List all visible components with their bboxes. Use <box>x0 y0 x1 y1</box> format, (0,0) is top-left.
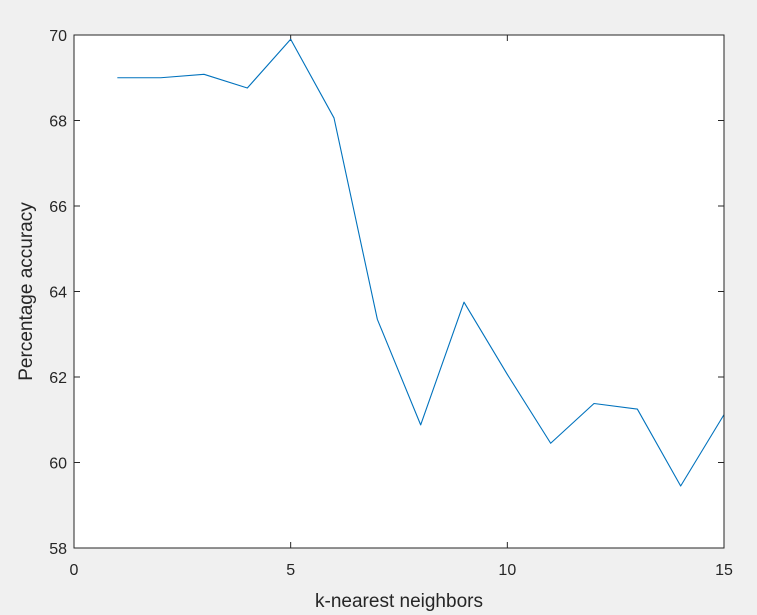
x-axis-label: k-nearest neighbors <box>315 591 483 612</box>
x-tick-label: 5 <box>286 562 295 579</box>
x-tick-label: 15 <box>715 562 733 579</box>
axes-background <box>74 35 724 548</box>
series-layer <box>117 38 725 487</box>
y-tick-label: 66 <box>49 199 67 216</box>
y-axis-label: Percentage accuracy <box>16 202 37 381</box>
x-tick-label: 10 <box>498 562 516 579</box>
y-tick-label: 68 <box>49 114 67 131</box>
x-tick-label: 0 <box>70 562 79 579</box>
axes-box <box>73 34 725 549</box>
y-tick-label: 64 <box>49 285 67 302</box>
y-tick-label: 60 <box>49 456 67 473</box>
y-tick-label: 58 <box>49 541 67 558</box>
y-tick-label: 62 <box>49 370 67 387</box>
series-line <box>117 38 725 487</box>
y-tick-label: 70 <box>49 28 67 45</box>
